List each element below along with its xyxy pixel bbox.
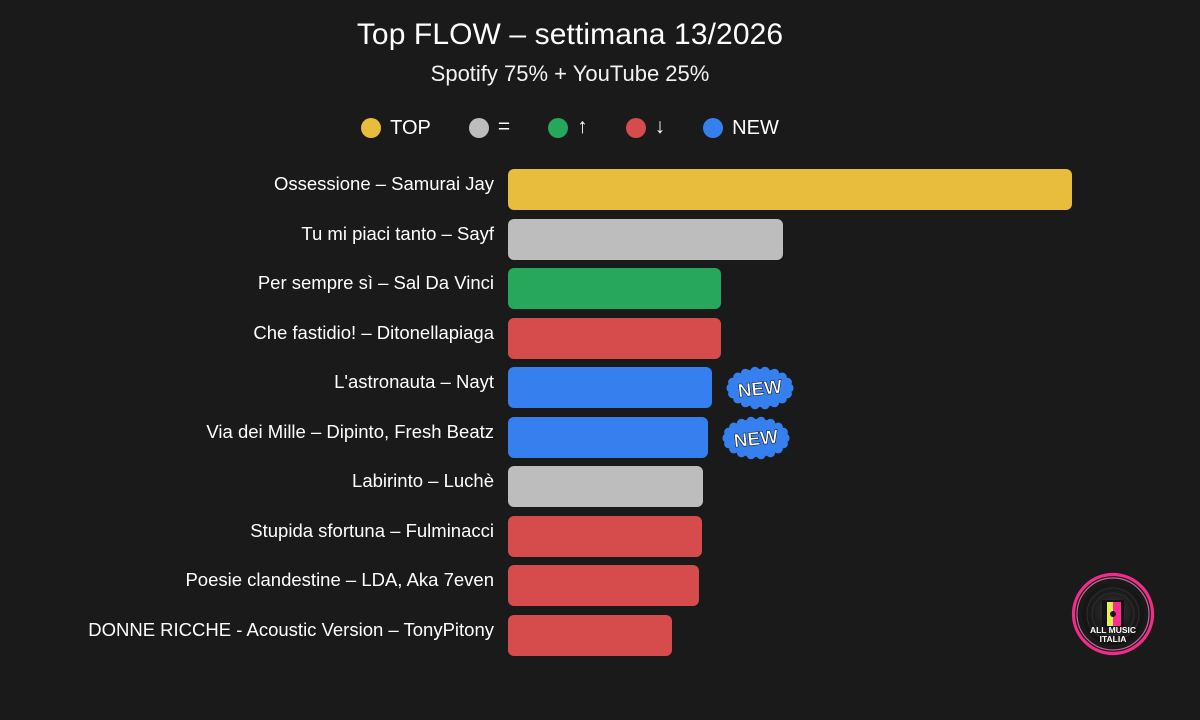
legend-top: TOP <box>361 118 431 138</box>
bar <box>508 515 702 557</box>
chart-row: Via dei Mille – Dipinto, Fresh Beatz NEW <box>0 411 1200 459</box>
legend-down-label: ↓ <box>654 115 666 138</box>
legend-top-label: TOP <box>390 117 431 139</box>
legend-new: NEW <box>703 118 779 138</box>
chart-row: Stupida sfortuna – Fulminacci <box>0 510 1200 557</box>
chart-row: Per sempre sì – Sal Da Vinci <box>0 262 1200 309</box>
bar-chart: Ossessione – Samurai Jay Tu mi piaci tant… <box>0 163 1200 663</box>
bar <box>508 317 721 359</box>
title-row: Top FLOW – settimana 13/2026 Spotify 75%… <box>0 14 1140 90</box>
legend-top-dot-icon <box>361 118 382 138</box>
bar-label: DONNE RICCHE - Acoustic Version – TonyPi… <box>88 618 494 640</box>
logo-line1: ALL MUSIC <box>1090 625 1136 635</box>
bar-label: Per sempre sì – Sal Da Vinci <box>257 272 494 293</box>
bar-label: Via dei Mille – Dipinto, Fresh Beatz <box>206 420 494 442</box>
bar <box>508 268 721 309</box>
page-title: Top FLOW – settimana 13/2026 <box>356 18 784 51</box>
legend-same-dot-icon <box>468 118 489 138</box>
legend-down: ↓ <box>625 115 666 138</box>
chart-subtitle: Spotify 75% + YouTube 25% <box>430 61 710 86</box>
bar <box>508 169 1072 210</box>
legend-same: = <box>468 115 511 138</box>
chart-row: Ossessione – Samurai Jay <box>0 163 1200 210</box>
bar <box>508 367 712 408</box>
legend-up-dot-icon <box>548 118 569 138</box>
bar-label: Ossessione – Samurai Jay <box>273 173 494 194</box>
legend-up-label: ↑ <box>577 115 588 138</box>
svg-text:NEW: NEW <box>733 426 779 452</box>
legend-up: ↑ <box>548 115 588 138</box>
bar-label: Stupida sfortuna – Fulminacci <box>250 519 494 541</box>
legend-new-label: NEW <box>732 117 779 139</box>
chart-row: DONNE RICCHE - Acoustic Version – TonyPi… <box>0 609 1200 656</box>
bar <box>508 416 708 458</box>
bar <box>508 466 703 507</box>
all-music-italia-logo: ALL MUSIC ITALIA <box>1069 570 1157 658</box>
new-badge-icon: NEW <box>720 412 792 464</box>
new-badge-icon: NEW <box>724 362 796 414</box>
bar <box>508 218 783 260</box>
bar-label: L'astronauta – Nayt <box>334 371 494 392</box>
chart-row: Tu mi piaci tanto – Sayf <box>0 213 1200 260</box>
bar-label: Labirinto – Luchè <box>352 470 494 491</box>
svg-text:NEW: NEW <box>737 377 783 403</box>
legend-down-dot-icon <box>625 118 646 138</box>
legend-new-dot-icon <box>703 118 724 138</box>
chart-row: Poesie clandestine – LDA, Aka 7even <box>0 559 1200 606</box>
bar <box>508 614 672 656</box>
chart-legend: TOP = ↑ ↓ NEW <box>0 115 1140 138</box>
chart-header: Top FLOW – settimana 13/2026 Spotify 75%… <box>0 14 1200 90</box>
legend-same-label: = <box>497 115 511 138</box>
logo-line2: ITALIA <box>1100 634 1127 644</box>
bar-label: Tu mi piaci tanto – Sayf <box>301 222 494 244</box>
chart-row: Labirinto – Luchè <box>0 460 1200 507</box>
bar-label: Poesie clandestine – LDA, Aka 7even <box>185 569 494 590</box>
bar-label: Che fastidio! – Ditonellapiaga <box>253 321 494 343</box>
bar <box>508 565 699 606</box>
chart-row: Che fastidio! – Ditonellapiaga <box>0 312 1200 359</box>
chart-row: L'astronauta – Nayt NEW <box>0 361 1200 410</box>
